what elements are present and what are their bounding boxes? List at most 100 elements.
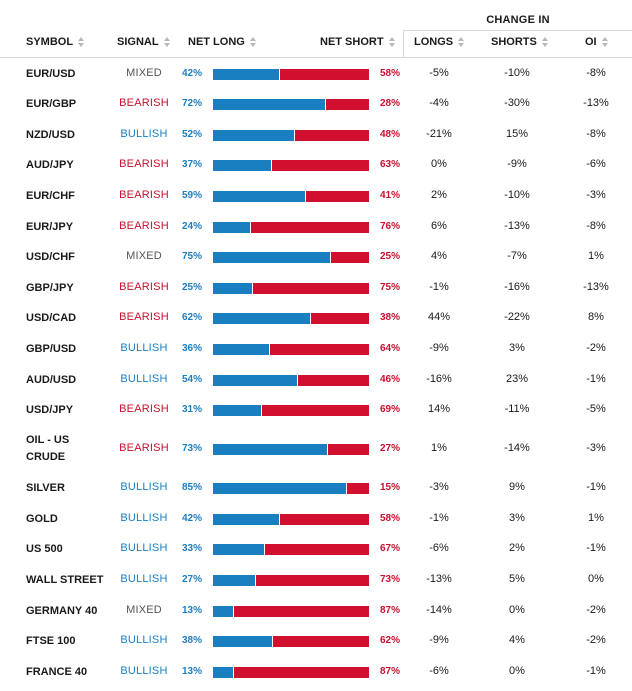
symbol-cell[interactable]: GBP/USD bbox=[26, 343, 77, 355]
sort-icon[interactable] bbox=[78, 37, 85, 47]
symbol-cell[interactable]: FRANCE 40 bbox=[26, 666, 88, 678]
signal-cell: BEARISH bbox=[119, 220, 169, 232]
change-shorts-cell: 3% bbox=[509, 512, 525, 524]
symbol-cell[interactable]: WALL STREET bbox=[26, 574, 104, 586]
sentiment-bar bbox=[213, 252, 369, 263]
change-longs-cell: 2% bbox=[431, 189, 447, 201]
symbol-cell[interactable]: GERMANY 40 bbox=[26, 605, 98, 617]
net-short-percent: 25% bbox=[379, 251, 400, 262]
net-long-bar-fill bbox=[213, 222, 251, 233]
symbol-cell[interactable]: AUD/JPY bbox=[26, 159, 74, 171]
change-longs-cell: -3% bbox=[429, 481, 449, 493]
sort-icon[interactable] bbox=[249, 37, 257, 47]
sentiment-bar bbox=[213, 191, 369, 202]
symbol-cell[interactable]: US 500 bbox=[26, 543, 63, 555]
signal-cell: BEARISH bbox=[119, 403, 169, 415]
symbol-cell[interactable]: GBP/JPY bbox=[26, 282, 74, 294]
change-shorts-cell: 0% bbox=[509, 665, 525, 677]
signal-cell: BULLISH bbox=[120, 573, 168, 585]
longs-column-header[interactable]: LONGS bbox=[414, 36, 465, 48]
change-longs-cell: -14% bbox=[426, 604, 452, 616]
net-long-percent: 75% bbox=[181, 251, 202, 262]
net-short-percent: 41% bbox=[379, 190, 400, 201]
symbol-cell[interactable]: FTSE 100 bbox=[26, 635, 76, 647]
sort-icon[interactable] bbox=[541, 37, 549, 47]
change-longs-cell: 1% bbox=[431, 442, 447, 454]
change-oi-cell: -2% bbox=[586, 604, 606, 616]
net-short-percent: 73% bbox=[379, 574, 400, 585]
net-long-bar-fill bbox=[213, 191, 306, 202]
net-short-percent: 38% bbox=[379, 312, 400, 323]
change-oi-cell: -2% bbox=[586, 634, 606, 646]
longs-header-label: LONGS bbox=[414, 36, 454, 48]
net-long-bar-fill bbox=[213, 544, 265, 555]
signal-cell: BULLISH bbox=[120, 373, 168, 385]
oi-column-header[interactable]: OI bbox=[585, 36, 609, 48]
symbol-cell[interactable]: USD/CHF bbox=[26, 251, 75, 263]
signal-column-header[interactable]: SIGNAL bbox=[117, 36, 171, 48]
change-oi-cell: -8% bbox=[586, 67, 606, 79]
signal-cell: BULLISH bbox=[120, 342, 168, 354]
symbol-cell[interactable]: EUR/USD bbox=[26, 68, 76, 80]
signal-cell: BEARISH bbox=[119, 311, 169, 323]
net-long-bar-fill bbox=[213, 99, 326, 110]
symbol-cell[interactable]: EUR/CHF bbox=[26, 190, 75, 202]
net-long-bar-fill bbox=[213, 575, 256, 586]
change-oi-cell: -1% bbox=[586, 373, 606, 385]
net-long-percent: 37% bbox=[181, 159, 202, 170]
net-long-percent: 62% bbox=[181, 312, 202, 323]
change-longs-cell: -6% bbox=[429, 665, 449, 677]
shorts-column-header[interactable]: SHORTS bbox=[491, 36, 549, 48]
symbol-column-header[interactable]: SYMBOL bbox=[26, 36, 85, 48]
net-long-percent: 52% bbox=[181, 129, 202, 140]
change-oi-cell: -5% bbox=[586, 403, 606, 415]
symbol-cell[interactable]: NZD/USD bbox=[26, 129, 75, 141]
symbol-cell[interactable]: EUR/GBP bbox=[26, 98, 77, 110]
symbol-cell[interactable]: AUD/USD bbox=[26, 374, 77, 386]
change-shorts-cell: -13% bbox=[504, 220, 530, 232]
net-long-percent: 85% bbox=[181, 482, 202, 493]
net-long-bar-fill bbox=[213, 252, 331, 263]
net-short-percent: 69% bbox=[379, 404, 400, 415]
net-long-percent: 33% bbox=[181, 543, 202, 554]
net-long-percent: 73% bbox=[181, 443, 202, 454]
symbol-cell[interactable]: USD/JPY bbox=[26, 404, 74, 416]
net-long-bar-fill bbox=[213, 130, 295, 141]
sort-icon[interactable] bbox=[601, 37, 609, 47]
change-oi-cell: -13% bbox=[583, 281, 609, 293]
signal-cell: MIXED bbox=[126, 604, 162, 616]
symbol-cell[interactable]: EUR/JPY bbox=[26, 221, 74, 233]
change-longs-cell: -16% bbox=[426, 373, 452, 385]
net-long-percent: 13% bbox=[181, 666, 202, 677]
sort-icon[interactable] bbox=[163, 37, 171, 47]
signal-cell: BULLISH bbox=[120, 665, 168, 677]
net-short-column-header[interactable]: NET SHORT bbox=[320, 36, 396, 48]
sort-icon[interactable] bbox=[388, 37, 396, 47]
symbol-cell[interactable]: OIL - US CRUDE bbox=[26, 434, 70, 463]
net-short-percent: 15% bbox=[379, 482, 400, 493]
net-long-percent: 24% bbox=[181, 221, 202, 232]
change-oi-cell: -2% bbox=[586, 342, 606, 354]
change-oi-cell: 1% bbox=[588, 250, 604, 262]
net-long-bar-fill bbox=[213, 344, 270, 355]
sentiment-bar bbox=[213, 544, 369, 555]
change-longs-cell: 4% bbox=[431, 250, 447, 262]
sentiment-bar bbox=[213, 405, 369, 416]
signal-cell: BEARISH bbox=[119, 189, 169, 201]
symbol-cell[interactable]: USD/CAD bbox=[26, 312, 77, 324]
symbol-cell[interactable]: SILVER bbox=[26, 482, 65, 494]
net-short-percent: 63% bbox=[379, 159, 400, 170]
net-long-bar-fill bbox=[213, 405, 262, 416]
change-oi-cell: -13% bbox=[583, 97, 609, 109]
change-oi-cell: -1% bbox=[586, 542, 606, 554]
net-long-column-header[interactable]: NET LONG bbox=[188, 36, 257, 48]
change-oi-cell: 8% bbox=[588, 311, 604, 323]
change-shorts-cell: 15% bbox=[505, 128, 529, 140]
sort-icon[interactable] bbox=[458, 37, 465, 47]
sentiment-bar bbox=[213, 130, 369, 141]
symbol-cell[interactable]: GOLD bbox=[26, 513, 58, 525]
change-oi-cell: -3% bbox=[586, 442, 606, 454]
net-long-header-label: NET LONG bbox=[188, 36, 245, 48]
oi-header-label: OI bbox=[585, 36, 597, 48]
change-oi-cell: -1% bbox=[586, 665, 606, 677]
